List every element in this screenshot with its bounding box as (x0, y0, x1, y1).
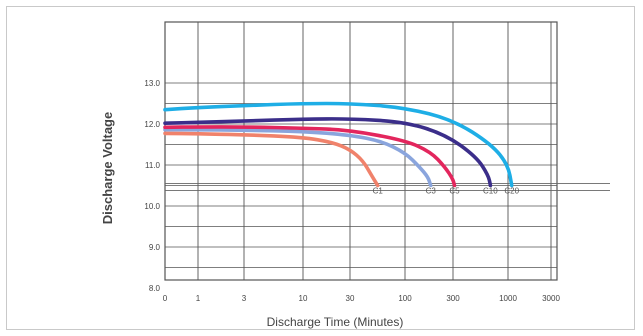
y-tick-label: 10.0 (144, 202, 160, 211)
tick-labels: 0 1 3 10 30 100 300 1000 3000 8.0 9.0 10.0 11.0 12.0 1… (144, 79, 560, 303)
series-label-c10: C10 (483, 187, 498, 196)
y-tick-label: 11.0 (145, 161, 161, 170)
x-tick-label: 3 (242, 294, 247, 303)
x-tick-label: 300 (446, 294, 460, 303)
x-axis-label: Discharge Time (Minutes) (267, 315, 404, 329)
x-tick-label: 0 (163, 294, 168, 303)
series-label-c20: C20 (504, 187, 519, 196)
x-tick-label: 3000 (542, 294, 560, 303)
y-axis-label: Discharge Voltage (100, 112, 115, 224)
y-tick-label: 13.0 (144, 79, 160, 88)
x-tick-label: 1000 (499, 294, 517, 303)
x-tick-label: 1 (196, 294, 201, 303)
series-label-c3: C3 (426, 187, 437, 196)
y-tick-label: 9.0 (149, 243, 161, 252)
series-label-c5: C5 (449, 187, 460, 196)
x-tick-label: 100 (398, 294, 412, 303)
y-tick-label: 12.0 (144, 120, 160, 129)
series-lines: C1 C3 C5 C10 C20 (165, 104, 520, 196)
x-tick-label: 30 (346, 294, 355, 303)
series-label-c1: C1 (373, 187, 384, 196)
series-line-c1 (165, 133, 378, 185)
grid (165, 22, 610, 280)
y-tick-label: 8.0 (149, 284, 161, 293)
x-tick-label: 10 (299, 294, 308, 303)
